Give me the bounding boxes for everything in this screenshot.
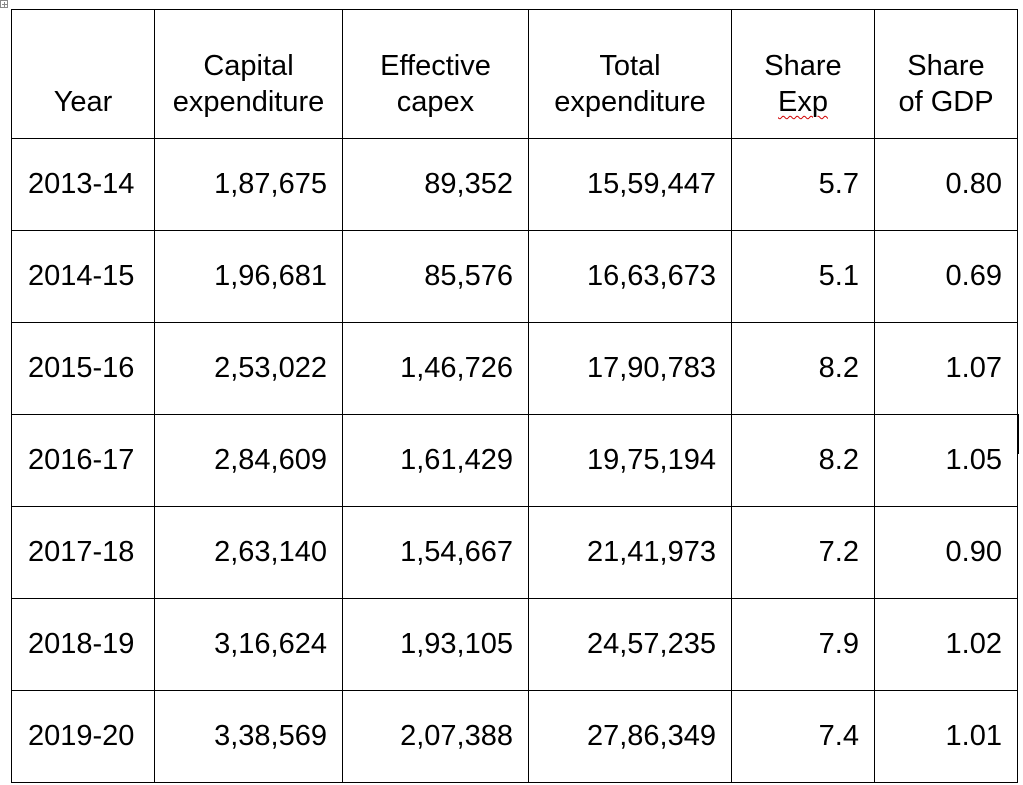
- cell-capital-expenditure[interactable]: 1,87,675: [154, 138, 343, 231]
- cell-effective-capex[interactable]: 1,54,667: [342, 506, 529, 599]
- header-total-expenditure-line2: expenditure: [554, 86, 706, 118]
- cell-total-expenditure[interactable]: 15,59,447: [528, 138, 732, 231]
- cell-share-exp[interactable]: 5.7: [731, 138, 875, 231]
- table-row: 2019-20 3,38,569 2,07,388 27,86,349 7.4 …: [11, 690, 1018, 783]
- cell-share-exp[interactable]: 5.1: [731, 230, 875, 323]
- cell-share-gdp[interactable]: 0.80: [874, 138, 1018, 231]
- header-total-expenditure-line1: Total: [599, 50, 661, 82]
- cell-share-gdp[interactable]: 1.02: [874, 598, 1018, 691]
- spellcheck-underline-exp: Exp: [778, 86, 828, 118]
- header-capital-expenditure[interactable]: Capital expenditure: [154, 9, 343, 139]
- header-year-line1: [27, 48, 139, 84]
- cell-year[interactable]: 2013-14: [11, 138, 155, 231]
- cell-effective-capex[interactable]: 1,46,726: [342, 322, 529, 415]
- table-row: 2016-17 2,84,609 1,61,429 19,75,194 8.2 …: [11, 414, 1018, 507]
- cell-year[interactable]: 2016-17: [11, 414, 155, 507]
- table-header-row: Year Capital expenditure Effective capex…: [11, 9, 1018, 139]
- table-move-handle-icon[interactable]: [0, 0, 8, 8]
- cell-total-expenditure[interactable]: 24,57,235: [528, 598, 732, 691]
- cell-total-expenditure[interactable]: 21,41,973: [528, 506, 732, 599]
- cell-capital-expenditure[interactable]: 1,96,681: [154, 230, 343, 323]
- cell-capital-expenditure[interactable]: 2,53,022: [154, 322, 343, 415]
- table-row: 2015-16 2,53,022 1,46,726 17,90,783 8.2 …: [11, 322, 1018, 415]
- cell-year[interactable]: 2019-20: [11, 690, 155, 783]
- header-effective-capex-line2: capex: [396, 86, 475, 118]
- cell-year[interactable]: 2015-16: [11, 322, 155, 415]
- cell-total-expenditure[interactable]: 27,86,349: [528, 690, 732, 783]
- cell-effective-capex[interactable]: 1,93,105: [342, 598, 529, 691]
- cell-share-gdp[interactable]: 0.90: [874, 506, 1018, 599]
- cell-total-expenditure[interactable]: 17,90,783: [528, 322, 732, 415]
- header-share-of-gdp[interactable]: Share of GDP: [874, 9, 1018, 139]
- cell-effective-capex[interactable]: 2,07,388: [342, 690, 529, 783]
- cell-capital-expenditure[interactable]: 2,84,609: [154, 414, 343, 507]
- cell-share-gdp[interactable]: 1.05: [874, 414, 1018, 507]
- header-effective-capex[interactable]: Effective capex: [342, 9, 529, 139]
- table-row: 2014-15 1,96,681 85,576 16,63,673 5.1 0.…: [11, 230, 1018, 323]
- header-total-expenditure[interactable]: Total expenditure: [528, 9, 732, 139]
- cell-share-exp[interactable]: 7.9: [731, 598, 875, 691]
- header-share-exp-line1: Share: [764, 50, 842, 82]
- cell-effective-capex[interactable]: 85,576: [342, 230, 529, 323]
- table-row: 2018-19 3,16,624 1,93,105 24,57,235 7.9 …: [11, 598, 1018, 691]
- header-capital-expenditure-line1: Capital: [203, 50, 294, 82]
- cell-total-expenditure[interactable]: 19,75,194: [528, 414, 732, 507]
- cell-share-exp[interactable]: 8.2: [731, 414, 875, 507]
- text-cursor-marker: [1018, 414, 1019, 454]
- data-table: Year Capital expenditure Effective capex…: [11, 9, 1018, 783]
- table-row: 2013-14 1,87,675 89,352 15,59,447 5.7 0.…: [11, 138, 1018, 231]
- header-share-exp-line2: Exp: [747, 84, 859, 120]
- cell-share-exp[interactable]: 7.4: [731, 690, 875, 783]
- cell-share-gdp[interactable]: 0.69: [874, 230, 1018, 323]
- cell-share-exp[interactable]: 8.2: [731, 322, 875, 415]
- header-effective-capex-line1: Effective: [380, 50, 491, 82]
- header-year-line2: Year: [53, 86, 113, 118]
- cell-capital-expenditure[interactable]: 2,63,140: [154, 506, 343, 599]
- cell-effective-capex[interactable]: 89,352: [342, 138, 529, 231]
- header-share-of-gdp-line1: Share: [907, 50, 985, 82]
- cell-effective-capex[interactable]: 1,61,429: [342, 414, 529, 507]
- cell-total-expenditure[interactable]: 16,63,673: [528, 230, 732, 323]
- header-share-exp[interactable]: Share Exp: [731, 9, 875, 139]
- header-share-of-gdp-line2: of GDP: [898, 86, 994, 118]
- cell-share-gdp[interactable]: 1.07: [874, 322, 1018, 415]
- cell-year[interactable]: 2014-15: [11, 230, 155, 323]
- cell-share-gdp[interactable]: 1.01: [874, 690, 1018, 783]
- header-year[interactable]: Year: [11, 9, 155, 139]
- cell-capital-expenditure[interactable]: 3,16,624: [154, 598, 343, 691]
- cell-capital-expenditure[interactable]: 3,38,569: [154, 690, 343, 783]
- cell-year[interactable]: 2018-19: [11, 598, 155, 691]
- header-capital-expenditure-line2: expenditure: [172, 86, 325, 118]
- cell-year[interactable]: 2017-18: [11, 506, 155, 599]
- cell-share-exp[interactable]: 7.2: [731, 506, 875, 599]
- table-row: 2017-18 2,63,140 1,54,667 21,41,973 7.2 …: [11, 506, 1018, 599]
